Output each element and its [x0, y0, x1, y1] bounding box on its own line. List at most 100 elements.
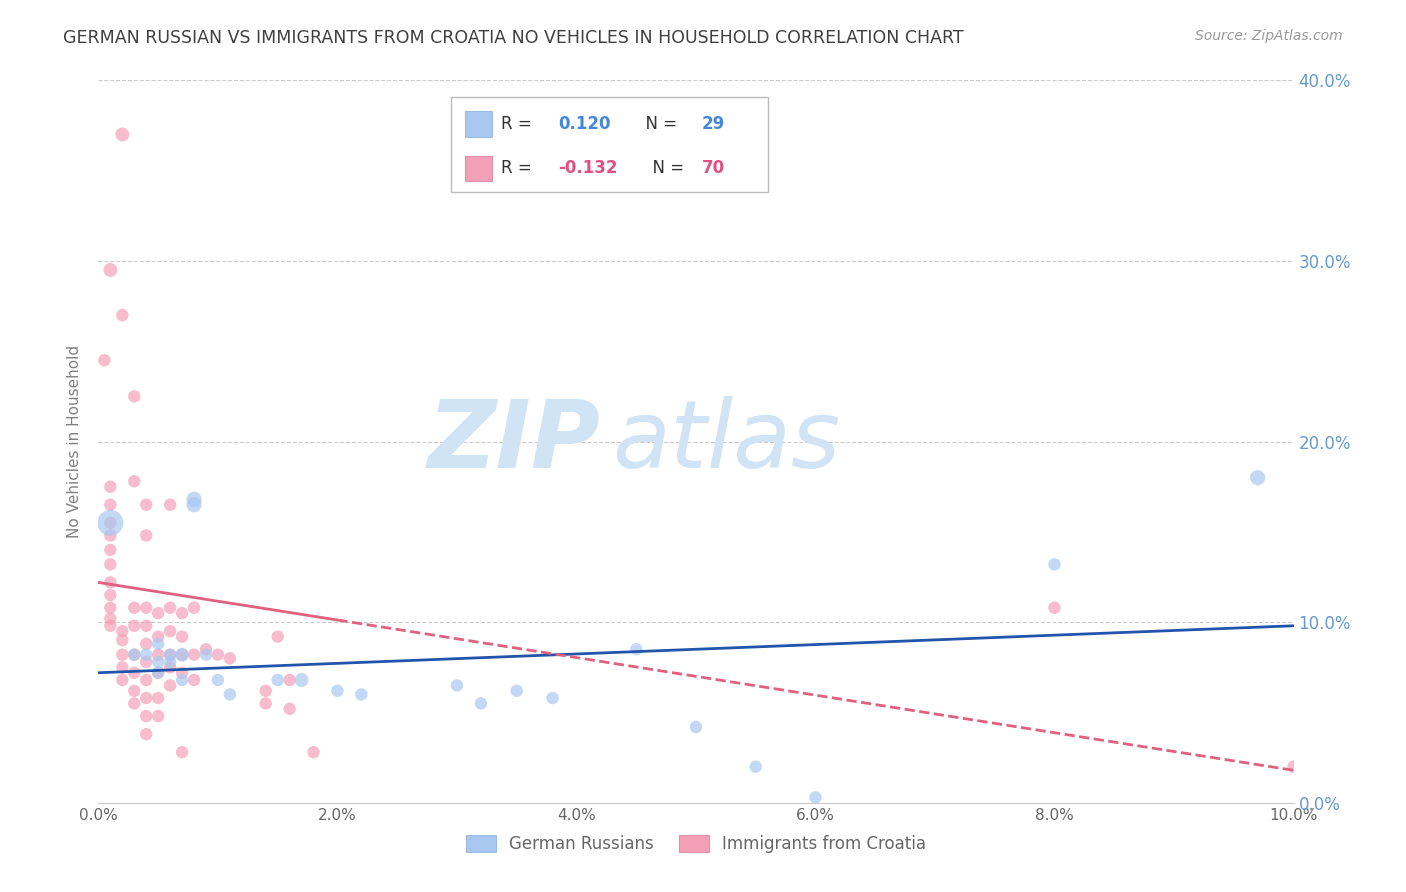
Point	[124, 697, 146, 711]
Point	[148, 665, 170, 680]
Point	[470, 697, 492, 711]
Point	[135, 528, 157, 542]
Point	[326, 683, 349, 698]
Point	[124, 648, 146, 662]
Point	[302, 745, 325, 759]
Point	[172, 665, 194, 680]
Point	[148, 648, 170, 662]
Point	[207, 648, 229, 662]
Point	[135, 727, 157, 741]
Point	[124, 665, 146, 680]
Point	[541, 691, 564, 706]
Point	[135, 673, 157, 687]
Point	[172, 648, 194, 662]
Point	[98, 516, 122, 530]
Text: atlas: atlas	[613, 396, 841, 487]
Point	[111, 624, 134, 639]
Point	[135, 709, 157, 723]
Bar	[465, 156, 492, 181]
Point	[159, 655, 181, 669]
Y-axis label: No Vehicles in Household: No Vehicles in Household	[67, 345, 83, 538]
Point	[183, 673, 205, 687]
Point	[98, 600, 122, 615]
Point	[135, 648, 157, 662]
Text: -0.132: -0.132	[558, 160, 619, 178]
Point	[183, 492, 205, 507]
Point	[350, 687, 373, 701]
Point	[98, 498, 122, 512]
Point	[278, 673, 301, 687]
Point	[148, 709, 170, 723]
Point	[111, 633, 134, 648]
Point	[172, 630, 194, 644]
Text: N =: N =	[643, 160, 689, 178]
Point	[148, 665, 170, 680]
Point	[148, 630, 170, 644]
Point	[172, 648, 194, 662]
Point	[111, 648, 134, 662]
Legend: German Russians, Immigrants from Croatia: German Russians, Immigrants from Croatia	[460, 828, 932, 860]
Point	[267, 673, 290, 687]
Point	[111, 660, 134, 674]
Point	[254, 697, 277, 711]
Text: GERMAN RUSSIAN VS IMMIGRANTS FROM CROATIA NO VEHICLES IN HOUSEHOLD CORRELATION C: GERMAN RUSSIAN VS IMMIGRANTS FROM CROATI…	[63, 29, 965, 46]
Point	[159, 648, 181, 662]
Point	[98, 542, 122, 557]
Point	[159, 498, 181, 512]
Point	[195, 642, 218, 657]
Point	[1282, 760, 1305, 774]
Point	[98, 588, 122, 602]
Point	[135, 619, 157, 633]
Point	[183, 648, 205, 662]
Point	[159, 660, 181, 674]
Point	[98, 558, 122, 572]
Point	[98, 480, 122, 494]
Point	[148, 655, 170, 669]
Point	[804, 790, 827, 805]
Text: N =: N =	[636, 114, 682, 133]
Point	[124, 600, 146, 615]
Point	[111, 308, 134, 322]
Point	[1247, 471, 1270, 485]
Point	[124, 475, 146, 489]
Point	[148, 691, 170, 706]
Point	[183, 600, 205, 615]
Point	[159, 678, 181, 692]
Point	[267, 630, 290, 644]
Point	[207, 673, 229, 687]
Text: R =: R =	[501, 114, 537, 133]
Text: 70: 70	[702, 160, 725, 178]
Text: 29: 29	[702, 114, 725, 133]
Point	[124, 619, 146, 633]
Point	[135, 600, 157, 615]
Point	[135, 637, 157, 651]
Text: 0.120: 0.120	[558, 114, 612, 133]
Point	[98, 263, 122, 277]
Point	[219, 651, 242, 665]
Point	[195, 648, 218, 662]
Point	[93, 353, 115, 368]
Point	[506, 683, 529, 698]
Point	[98, 575, 122, 590]
Point	[219, 687, 242, 701]
Point	[183, 498, 205, 512]
Point	[148, 637, 170, 651]
Point	[172, 673, 194, 687]
FancyBboxPatch shape	[451, 97, 768, 193]
Point	[745, 760, 768, 774]
Point	[1043, 600, 1066, 615]
Point	[148, 606, 170, 620]
Point	[254, 683, 277, 698]
Point	[135, 691, 157, 706]
Point	[111, 128, 134, 142]
Point	[135, 655, 157, 669]
Point	[111, 673, 134, 687]
Point	[124, 683, 146, 698]
Point	[172, 745, 194, 759]
Point	[685, 720, 707, 734]
Point	[124, 389, 146, 403]
Text: R =: R =	[501, 160, 537, 178]
Point	[98, 528, 122, 542]
Bar	[465, 112, 492, 136]
Point	[98, 619, 122, 633]
